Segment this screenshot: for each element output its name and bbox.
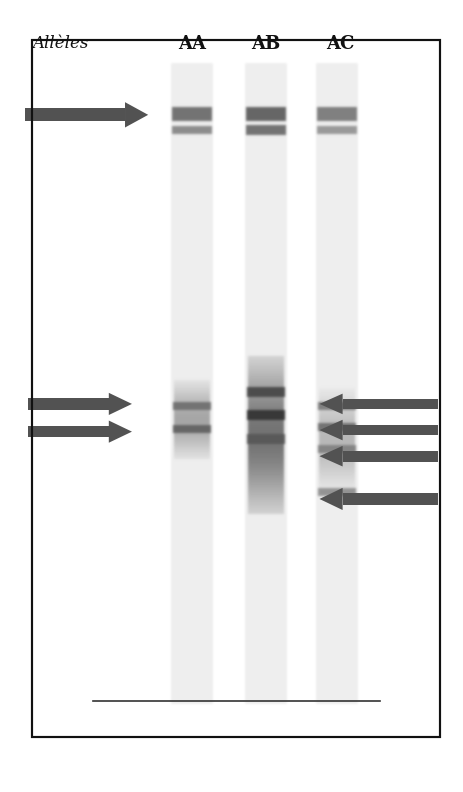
Polygon shape [109, 421, 132, 443]
Bar [32, 40, 440, 737]
Bar [32, 40, 440, 737]
Polygon shape [319, 446, 343, 466]
Text: AC: AC [326, 35, 355, 52]
Polygon shape [319, 488, 343, 510]
Bar [343, 451, 438, 462]
Polygon shape [319, 420, 343, 440]
Polygon shape [319, 394, 343, 414]
Bar [343, 493, 438, 505]
Bar [28, 398, 109, 409]
Bar [25, 109, 125, 121]
Bar [343, 398, 438, 409]
Polygon shape [125, 102, 148, 128]
Bar [28, 426, 109, 437]
Text: Allèles: Allèles [32, 35, 88, 52]
Polygon shape [109, 393, 132, 415]
Text: AB: AB [251, 35, 281, 52]
Bar [343, 425, 438, 436]
Text: AA: AA [178, 35, 206, 52]
